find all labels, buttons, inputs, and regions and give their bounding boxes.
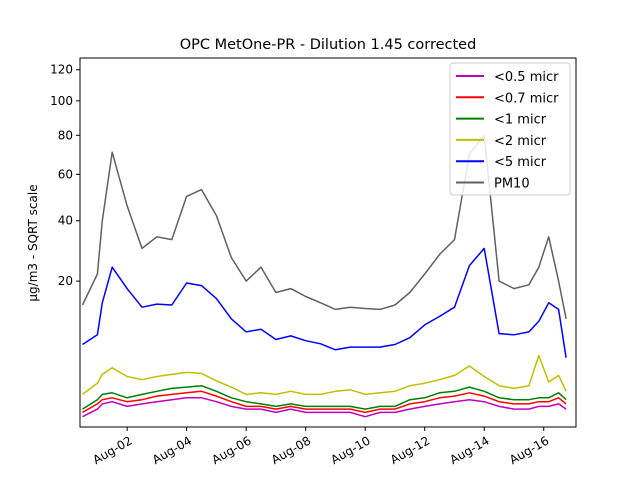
legend-label: <1 micr [494,113,547,128]
series-line-5 [81,134,567,319]
legend-label: <2 micr [494,134,547,149]
y-tick-label: 40 [58,214,73,228]
plot-area [81,134,567,418]
y-tick-label: 20 [58,274,73,288]
series-line-4 [82,247,567,358]
y-tick-label: 120 [50,63,73,77]
legend: <0.5 micr <0.7 micr <1 micr <2 micr <5 micr P… [449,62,571,196]
legend-label: <0.5 micr [494,70,559,85]
legend-label: <0.7 micr [494,91,559,106]
y-tick-label: 80 [58,128,73,142]
series-line-2 [82,384,567,410]
y-tick-label: 100 [50,94,73,108]
legend-label: PM10 [494,177,530,192]
series-line-3 [82,354,567,396]
series-line-0 [82,397,567,418]
plot-frame [79,57,577,428]
y-tick-label: 60 [58,167,73,181]
legend-label: <5 micr [494,155,547,170]
series-line-1 [82,390,567,414]
chart-title: OPC MetOne-PR - Dilution 1.45 corrected [180,37,477,53]
y-axis-label: µg/m3 - SQRT scale [26,184,40,301]
